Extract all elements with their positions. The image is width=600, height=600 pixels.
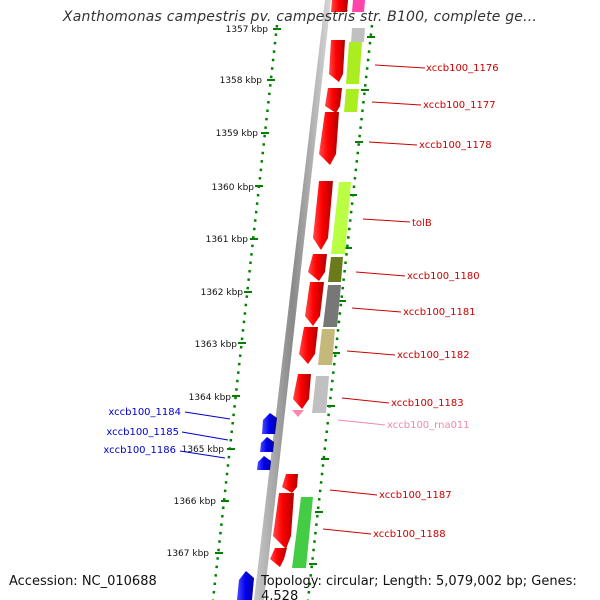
topology-summary: Topology: circular; Length: 5,079,002 bp… [261,574,577,600]
ruler-tick-label: 1366 kbp [174,497,217,507]
connector-line [346,350,396,356]
gene-label[interactable]: xccb100_1186 [103,445,176,456]
gene-arrow-xccb100-1184[interactable] [262,413,277,434]
category-block [318,329,335,365]
forward-strand-genes [270,0,348,567]
ruler-tick-label: 1365 kbp [182,445,225,455]
gene-label[interactable]: xccb100_1177 [423,100,496,111]
gene-label[interactable]: xccb100_1183 [391,398,464,409]
gene-arrow-xccb100-1182[interactable] [299,327,318,364]
gene-arrow-xccb100-1190[interactable] [237,571,254,600]
ruler-tick-label: 1359 kbp [216,129,259,139]
gene-arrow-xccb100-1187[interactable] [282,474,298,493]
gene-label[interactable]: xccb100_rna011 [387,420,470,431]
gene-arrow-xccb100-1180[interactable] [308,254,327,281]
gene-label[interactable]: xccb100_1188 [373,529,446,540]
gene-labels: xccb100_1176 xccb100_1177 xccb100_1178 t… [103,63,498,540]
gene-label[interactable]: xccb100_1180 [407,271,480,282]
category-block [344,89,359,112]
gene-arrow-tolB[interactable] [313,181,333,250]
ruler-tick-label: 1360 kbp [212,183,255,193]
connector-line [368,141,418,146]
gene-label[interactable]: xccb100_1187 [379,490,452,501]
gene-label[interactable]: xccb100_1181 [403,307,476,318]
gene-label[interactable]: tolB [412,218,432,229]
category-block [323,285,341,327]
connector-line [351,307,402,313]
gene-arrow-xccb100-1181[interactable] [305,282,324,326]
rna-arrow-xccb100-rna011[interactable] [292,410,304,417]
ruler-tick-label: 1367 kbp [167,549,210,559]
ruler-dotted-line-left [211,24,279,600]
ruler-tick-label: 1361 kbp [206,235,249,245]
ruler-tick-label: 1363 kbp [195,340,238,350]
gene-arrow-xccb100-1189[interactable] [270,548,287,567]
ruler-tick-label: 1362 kbp [201,288,244,298]
category-block [351,28,365,42]
gene-arrow-xccb100-1185[interactable] [260,437,274,452]
gene-arrow-xccb100-1176[interactable] [329,40,345,82]
gene-arrow-xccb100-1186[interactable] [257,456,271,470]
gene-arrow-xccb100-1177[interactable] [325,88,342,113]
connector-line [341,397,390,404]
ruler-tick-label: 1364 kbp [189,393,232,403]
connector-line [337,419,386,426]
functional-category-track [292,0,365,568]
gene-arrow-xccb100-1178[interactable] [319,112,339,165]
category-block [331,182,351,254]
gene-label[interactable]: xccb100_1184 [108,407,181,418]
gene-arrow-xccb100-1175[interactable] [331,0,348,12]
reverse-strand-genes [237,413,277,600]
connector-line [371,101,422,106]
gene-label[interactable]: xccb100_1176 [426,63,499,74]
gene-label[interactable]: xccb100_1185 [106,427,179,438]
connector-line [184,411,231,420]
connector-line [181,431,229,441]
accession-text: Accession: NC_010688 [9,574,157,589]
page-title: Xanthomonas campestris pv. campestris st… [62,9,538,25]
connector-line [374,64,426,69]
label-connectors [179,64,426,535]
gene-label[interactable]: xccb100_1182 [397,350,470,361]
ruler-tick-label: 1357 kbp [226,25,269,35]
chromosome-backbone [254,0,331,600]
category-block [292,497,313,568]
connector-line [355,271,406,277]
gene-arrow-xccb100-1183[interactable] [293,374,311,409]
connector-line [362,218,411,223]
ruler-dotted-line-right [306,24,374,600]
connector-line [322,528,372,535]
connector-line [329,489,378,496]
connector-line [179,450,226,459]
category-block [312,376,329,413]
category-block [352,0,365,12]
gene-label[interactable]: xccb100_1178 [419,140,492,151]
gene-arrow-xccb100-1188[interactable] [273,493,294,549]
ruler-ticks: 1357 kbp 1358 kbp 1359 kbp 1360 kbp 1361… [167,25,375,565]
category-block [328,257,343,282]
ruler-tick-label: 1358 kbp [220,76,263,86]
category-block [346,42,362,84]
